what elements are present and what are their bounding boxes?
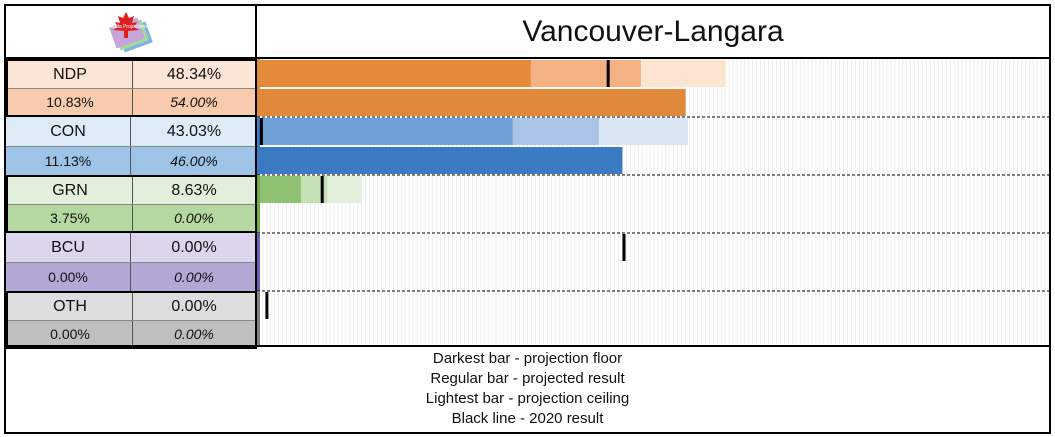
party-table: NDP 48.34% 10.83% 54.00% CON 43.03% 11.13% 46.0… (6, 59, 257, 349)
party-row-odds: 0.00% 0.00% (6, 262, 257, 291)
prev-result-marker (320, 176, 324, 203)
legend-divider (6, 345, 1049, 347)
party-row-projection: CON 43.03% (6, 117, 257, 146)
riding-title: Vancouver-Langara (522, 14, 784, 48)
party-name: NDP (8, 61, 133, 88)
prev-result-marker (622, 234, 626, 261)
party-row-projection: GRN 8.63% (8, 177, 255, 204)
party-block-grn: GRN 8.63% 3.75% 0.00% (6, 175, 257, 233)
win-probability: 0.00% (174, 326, 214, 342)
legend-prev-result: Black line - 2020 result (451, 410, 604, 427)
party-accent (257, 59, 260, 117)
projected-vote: 0.00% (171, 297, 217, 315)
prev-result-marker (606, 60, 610, 87)
margin-of-error: 0.00% (8, 321, 133, 347)
canada-projections-logo: Canada Projections (104, 12, 153, 53)
party-accent (257, 175, 260, 233)
party-row-odds: 0.00% 0.00% (8, 320, 255, 347)
party-row-odds: 10.83% 54.00% (8, 88, 255, 115)
party-row-projection: NDP 48.34% (8, 61, 255, 88)
margin-of-error: 3.75% (8, 205, 133, 231)
projected-vote: 48.34% (166, 65, 222, 83)
floor-bar (259, 176, 301, 203)
win-probability: 0.00% (174, 210, 214, 226)
margin-of-error: 0.00% (6, 263, 131, 291)
riding-projection-card: Canada Projections Vancouver-Langara NDP… (4, 4, 1051, 434)
floor-bar (259, 118, 513, 145)
legend-floor: Darkest bar - projection floor (432, 350, 623, 367)
prev-result-marker (259, 118, 263, 145)
party-accent (257, 233, 260, 291)
party-accent (257, 291, 260, 345)
party-block-con: CON 43.03% 11.13% 46.00% (6, 117, 257, 175)
floor-bar (259, 60, 531, 87)
party-row-projection: OTH 0.00% (8, 293, 255, 320)
logo-cell: Canada Projections (6, 6, 257, 57)
legend-ceiling: Lightest bar - projection ceiling (425, 390, 630, 407)
projected-vote: 0.00% (171, 238, 217, 256)
party-name: GRN (8, 177, 133, 204)
header-divider (6, 57, 1049, 59)
party-block-oth: OTH 0.00% 0.00% 0.00% (6, 291, 257, 349)
margin-of-error: 10.83% (8, 89, 133, 115)
logo-text: Canada Projections (104, 24, 148, 30)
party-row-odds: 3.75% 0.00% (8, 204, 255, 231)
party-name: BCU (6, 233, 131, 262)
party-row-odds: 11.13% 46.00% (6, 146, 257, 175)
projection-bar-chart (257, 59, 1049, 345)
party-name: CON (6, 117, 131, 146)
legend-result: Regular bar - projected result (430, 370, 625, 387)
win-probability-bar (259, 147, 623, 174)
margin-of-error: 11.13% (6, 147, 131, 175)
projected-vote: 43.03% (166, 122, 222, 140)
party-block-bcu: BCU 0.00% 0.00% 0.00% (6, 233, 257, 291)
win-probability: 46.00% (170, 153, 218, 169)
win-probability-bar (259, 89, 686, 116)
table-divider (255, 59, 257, 345)
party-row-projection: BCU 0.00% (6, 233, 257, 262)
party-name: OTH (8, 293, 133, 320)
prev-result-marker (265, 292, 269, 319)
legend: Darkest bar - projection floor Regular b… (6, 349, 1049, 429)
party-block-ndp: NDP 48.34% 10.83% 54.00% (6, 59, 257, 117)
win-probability: 0.00% (174, 269, 214, 285)
win-probability: 54.00% (170, 94, 218, 110)
projected-vote: 8.63% (171, 181, 217, 199)
party-accent (257, 117, 260, 175)
